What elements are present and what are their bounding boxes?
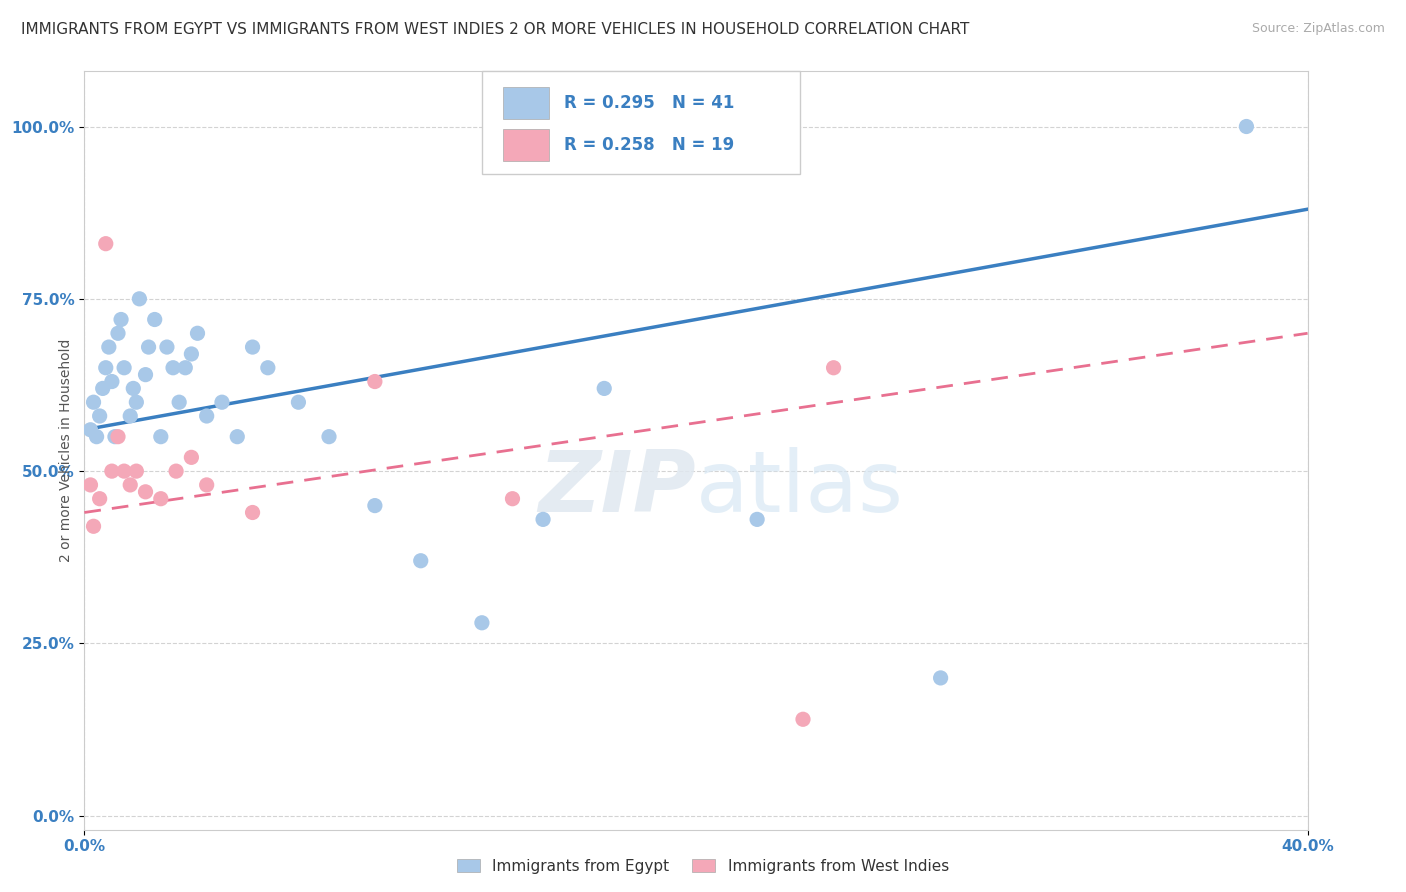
Point: [120, 409, 142, 423]
Point: [83, 519, 105, 533]
Text: R = 0.258   N = 19: R = 0.258 N = 19: [564, 136, 734, 154]
Point: [1236, 120, 1258, 134]
Point: [149, 491, 172, 506]
Text: Source: ZipAtlas.com: Source: ZipAtlas.com: [1251, 22, 1385, 36]
Point: [593, 381, 616, 395]
Point: [162, 360, 184, 375]
Point: [149, 430, 172, 444]
Point: [364, 375, 387, 389]
Point: [89, 409, 111, 423]
Point: [195, 409, 218, 423]
Point: [174, 360, 197, 375]
Point: [94, 360, 117, 375]
Point: [186, 326, 208, 341]
Point: [257, 360, 280, 375]
Point: [135, 368, 157, 382]
Point: [502, 491, 524, 506]
Point: [120, 478, 142, 492]
Point: [112, 360, 135, 375]
Point: [747, 512, 769, 526]
Point: [823, 360, 845, 375]
Point: [107, 430, 129, 444]
Text: atlas: atlas: [696, 447, 904, 530]
Point: [165, 464, 187, 478]
Point: [101, 464, 124, 478]
Point: [128, 292, 150, 306]
FancyBboxPatch shape: [482, 71, 800, 174]
Point: [471, 615, 494, 630]
Point: [138, 340, 160, 354]
Text: R = 0.295   N = 41: R = 0.295 N = 41: [564, 95, 734, 112]
Point: [242, 340, 264, 354]
Point: [91, 381, 114, 395]
Point: [135, 484, 157, 499]
Point: [104, 430, 127, 444]
Point: [318, 430, 340, 444]
FancyBboxPatch shape: [503, 129, 550, 161]
Text: ZIP: ZIP: [538, 447, 696, 530]
Point: [107, 326, 129, 341]
Point: [180, 450, 202, 465]
Point: [89, 491, 111, 506]
Point: [97, 340, 120, 354]
Point: [531, 512, 554, 526]
Legend: Immigrants from Egypt, Immigrants from West Indies: Immigrants from Egypt, Immigrants from W…: [451, 853, 955, 880]
Point: [156, 340, 179, 354]
Point: [83, 395, 105, 409]
Point: [79, 423, 101, 437]
Point: [287, 395, 309, 409]
Point: [125, 464, 148, 478]
Point: [409, 554, 432, 568]
Point: [125, 395, 148, 409]
Point: [167, 395, 190, 409]
Point: [143, 312, 166, 326]
Point: [226, 430, 249, 444]
Text: IMMIGRANTS FROM EGYPT VS IMMIGRANTS FROM WEST INDIES 2 OR MORE VEHICLES IN HOUSE: IMMIGRANTS FROM EGYPT VS IMMIGRANTS FROM…: [21, 22, 970, 37]
Point: [79, 478, 101, 492]
Point: [792, 712, 814, 726]
Point: [364, 499, 387, 513]
Point: [101, 375, 124, 389]
Point: [929, 671, 952, 685]
Point: [211, 395, 233, 409]
Point: [110, 312, 132, 326]
Point: [180, 347, 202, 361]
Point: [122, 381, 145, 395]
Point: [242, 506, 264, 520]
Point: [112, 464, 135, 478]
FancyBboxPatch shape: [503, 87, 550, 120]
Point: [195, 478, 218, 492]
Point: [86, 430, 108, 444]
Y-axis label: 2 or more Vehicles in Household: 2 or more Vehicles in Household: [59, 339, 73, 562]
Point: [94, 236, 117, 251]
